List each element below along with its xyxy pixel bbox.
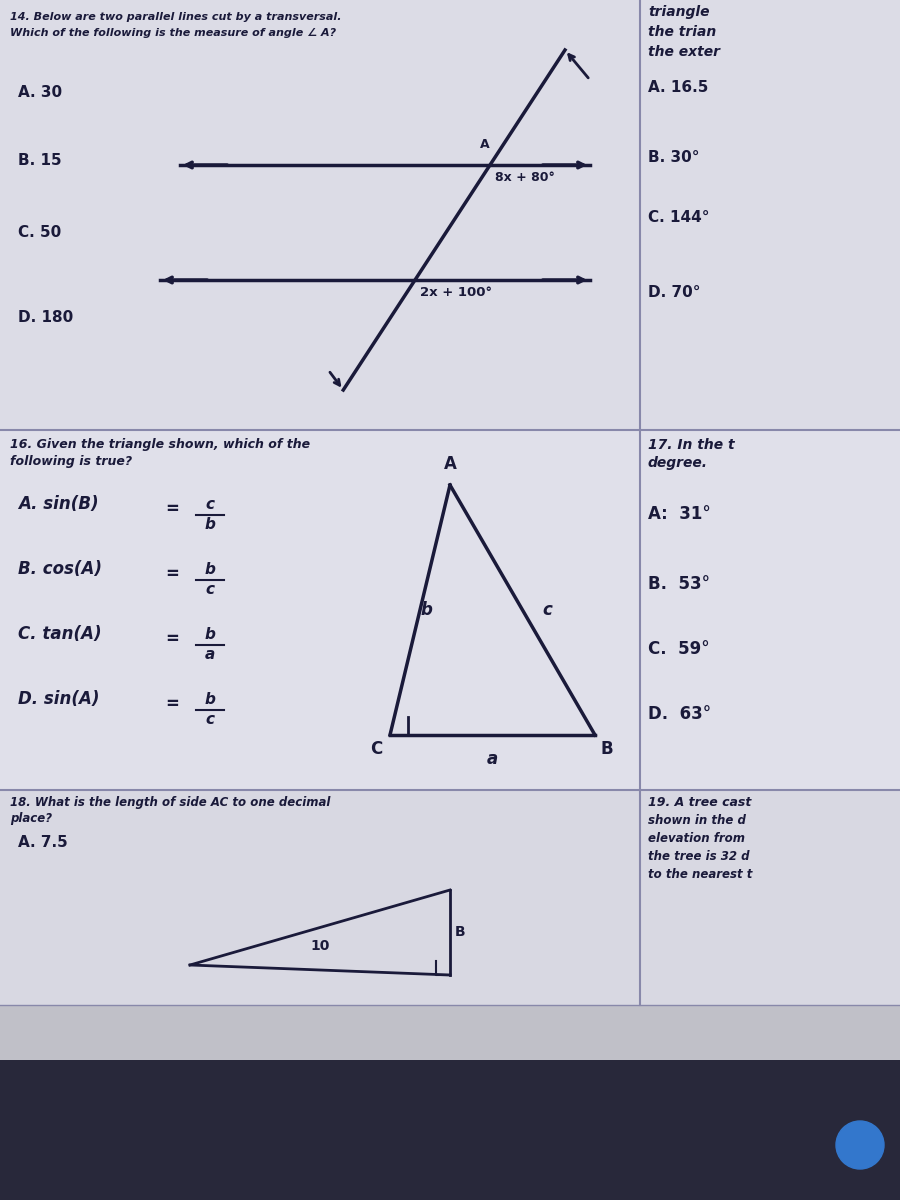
Text: B. cos(A): B. cos(A) (18, 560, 102, 578)
Text: Which of the following is the measure of angle ∠ A?: Which of the following is the measure of… (10, 28, 336, 38)
Text: c: c (205, 712, 214, 727)
Bar (0, 0, 640, 430)
Text: b: b (420, 601, 432, 619)
Text: A. sin(B): A. sin(B) (18, 494, 99, 514)
Text: elevation from: elevation from (648, 832, 745, 845)
Text: to the nearest t: to the nearest t (648, 868, 752, 881)
Text: 19. A tree cast: 19. A tree cast (648, 796, 752, 809)
Text: 17. In the t: 17. In the t (648, 438, 734, 452)
Text: C. 50: C. 50 (18, 226, 61, 240)
Text: 16. Given the triangle shown, which of the: 16. Given the triangle shown, which of t… (10, 438, 310, 451)
Text: D. 180: D. 180 (18, 310, 73, 325)
Bar (0, 1060, 900, 1200)
Bar (640, 0, 900, 430)
Text: A: A (444, 455, 456, 473)
Text: A. 7.5: A. 7.5 (18, 835, 68, 850)
Text: a: a (205, 647, 215, 662)
Text: D.  63°: D. 63° (648, 704, 711, 722)
Text: B.  53°: B. 53° (648, 575, 710, 593)
Text: shown in the d: shown in the d (648, 814, 746, 827)
Text: B. 30°: B. 30° (648, 150, 699, 164)
Text: the trian: the trian (648, 25, 716, 38)
Text: =: = (165, 695, 179, 713)
Text: B: B (601, 740, 614, 758)
Text: b: b (204, 692, 215, 707)
Text: A:  31°: A: 31° (648, 505, 711, 523)
Text: the tree is 32 d: the tree is 32 d (648, 850, 750, 863)
Text: degree.: degree. (648, 456, 708, 470)
Circle shape (836, 1121, 884, 1169)
Text: A. 16.5: A. 16.5 (648, 80, 708, 95)
Text: C. tan(A): C. tan(A) (18, 625, 102, 643)
Text: D. sin(A): D. sin(A) (18, 690, 100, 708)
Text: A. 30: A. 30 (18, 85, 62, 100)
Text: 14. Below are two parallel lines cut by a transversal.: 14. Below are two parallel lines cut by … (10, 12, 341, 22)
Bar (0, 0, 900, 1060)
Text: D. 70°: D. 70° (648, 284, 700, 300)
Text: =: = (165, 565, 179, 583)
Bar (640, 790, 900, 1006)
Text: C.  59°: C. 59° (648, 640, 709, 658)
Text: following is true?: following is true? (10, 455, 132, 468)
Bar (640, 430, 900, 790)
Text: =: = (165, 500, 179, 518)
Text: =: = (165, 630, 179, 648)
Text: b: b (204, 517, 215, 532)
Text: c: c (543, 601, 553, 619)
Text: b: b (204, 562, 215, 577)
Bar (0, 790, 640, 1006)
Text: 18. What is the length of side AC to one decimal: 18. What is the length of side AC to one… (10, 796, 330, 809)
Text: B. 15: B. 15 (18, 152, 61, 168)
Text: the exter: the exter (648, 44, 720, 59)
Text: place?: place? (10, 812, 52, 826)
Text: C: C (370, 740, 382, 758)
Text: triangle: triangle (648, 5, 709, 19)
Text: 10: 10 (310, 938, 329, 953)
Text: 2x + 100°: 2x + 100° (420, 286, 492, 299)
Text: c: c (205, 497, 214, 512)
Text: A: A (481, 138, 490, 151)
Text: a: a (487, 750, 498, 768)
Text: C. 144°: C. 144° (648, 210, 709, 226)
Text: b: b (204, 626, 215, 642)
Bar (0, 430, 640, 790)
Text: B: B (455, 925, 465, 940)
Text: 8x + 80°: 8x + 80° (495, 170, 555, 184)
Text: c: c (205, 582, 214, 596)
